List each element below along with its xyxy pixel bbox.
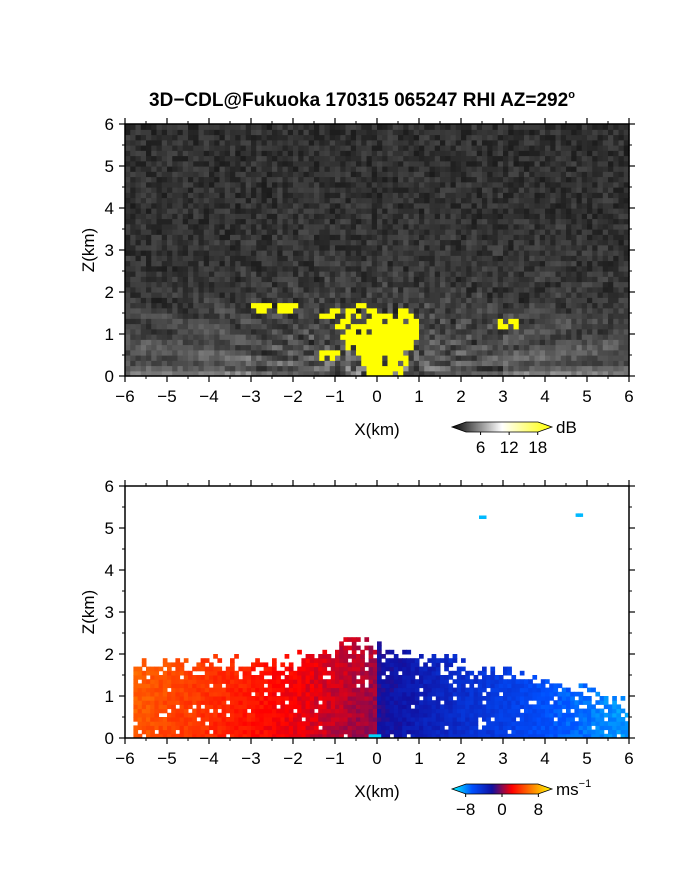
intensity-xtick-label: −1 <box>325 387 344 406</box>
intensity-ytick-label: 2 <box>105 283 114 302</box>
velocity-field <box>133 513 629 738</box>
intensity-ylabel: Z(km) <box>79 228 98 272</box>
velocity-xtick-label: 4 <box>540 749 549 768</box>
intensity-xtick-label: −3 <box>241 387 260 406</box>
velocity-xtick-label: 3 <box>498 749 507 768</box>
velocity-ytick-label: 5 <box>105 519 114 538</box>
intensity-colorbar-tick-label: 18 <box>528 438 547 457</box>
velocity-ytick-label: 2 <box>105 645 114 664</box>
velocity-xtick-label: −5 <box>157 749 176 768</box>
figure-title-degree: o <box>568 89 575 101</box>
velocity-xtick-label: −3 <box>241 749 260 768</box>
intensity-ytick-label: 0 <box>105 367 114 386</box>
velocity-ytick-label: 0 <box>105 729 114 748</box>
intensity-xtick-label: −5 <box>157 387 176 406</box>
intensity-xtick-label: 3 <box>498 387 507 406</box>
intensity-xlabel: X(km) <box>354 420 399 439</box>
velocity-xtick-label: 5 <box>582 749 591 768</box>
velocity-xtick-label: −6 <box>115 749 134 768</box>
intensity-ytick-label: 1 <box>105 325 114 344</box>
velocity-xlabel: X(km) <box>354 782 399 801</box>
velocity-xtick-label: 2 <box>456 749 465 768</box>
velocity-ytick-label: 1 <box>105 687 114 706</box>
intensity-colorbar-tick-label: 12 <box>500 438 519 457</box>
figure-title: 3D−CDL@Fukuoka 170315 065247 RHI AZ=292o <box>149 89 575 111</box>
intensity-ytick-label: 3 <box>105 241 114 260</box>
velocity-colorbar-bar <box>452 784 552 794</box>
intensity-colorbar: 6 12 18 dB <box>452 418 577 457</box>
intensity-xtick-label: −4 <box>199 387 218 406</box>
intensity-field <box>125 124 630 377</box>
intensity-xtick-label: −2 <box>283 387 302 406</box>
velocity-colorbar-tick-label: 0 <box>497 800 506 819</box>
intensity-xtick-label: 1 <box>414 387 423 406</box>
velocity-ytick-label: 4 <box>105 561 114 580</box>
velocity-colorbar: −8 0 8 ms−1 <box>452 778 591 819</box>
velocity-colorbar-unit: ms−1 <box>556 778 591 799</box>
velocity-xtick-label: −2 <box>283 749 302 768</box>
intensity-ytick-label: 5 <box>105 157 114 176</box>
velocity-xtick-label: −1 <box>325 749 344 768</box>
velocity-colorbar-tick-label: 8 <box>534 800 543 819</box>
intensity-ytick-label: 4 <box>105 199 114 218</box>
intensity-ytick-label: 6 <box>105 115 114 134</box>
intensity-xtick-label: −6 <box>115 387 134 406</box>
velocity-ylabel: Z(km) <box>79 590 98 634</box>
figure-title-text: 3D−CDL@Fukuoka 170315 065247 RHI AZ=292 <box>149 90 568 111</box>
intensity-colorbar-tick-label: 6 <box>476 438 485 457</box>
velocity-xtick-label: 6 <box>624 749 633 768</box>
velocity-ytick-label: 6 <box>105 477 114 496</box>
velocity-xtick-label: 1 <box>414 749 423 768</box>
intensity-colorbar-bar <box>452 422 552 432</box>
velocity-colorbar-tick-label: −8 <box>456 800 475 819</box>
velocity-xtick-label: −4 <box>199 749 218 768</box>
intensity-xtick-label: 5 <box>582 387 591 406</box>
velocity-xtick-label: 0 <box>372 749 381 768</box>
velocity-ytick-label: 3 <box>105 603 114 622</box>
intensity-xtick-label: 0 <box>372 387 381 406</box>
panel-velocity: −6 −5 −4 −3 −2 −1 0 1 2 3 4 5 6 0 1 2 3 4 5 6 X(km) Z(km) −… <box>79 477 635 819</box>
intensity-xtick-label: 2 <box>456 387 465 406</box>
intensity-xtick-label: 6 <box>624 387 633 406</box>
intensity-xtick-label: 4 <box>540 387 549 406</box>
intensity-colorbar-unit: dB <box>556 418 577 437</box>
